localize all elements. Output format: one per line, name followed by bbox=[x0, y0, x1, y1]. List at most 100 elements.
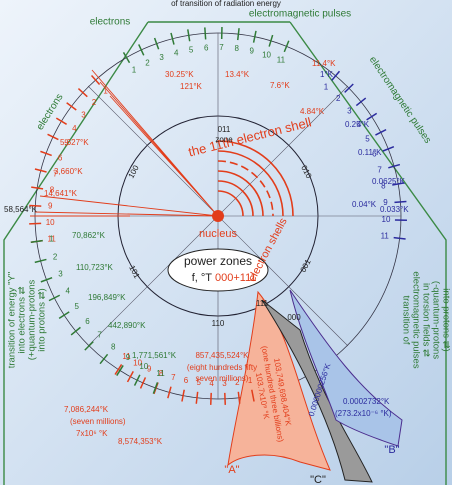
scale-label: 3 bbox=[58, 270, 63, 279]
scale-label: 11 bbox=[47, 234, 56, 243]
scale-label: 4 bbox=[72, 124, 77, 133]
scale-tick bbox=[48, 294, 61, 302]
temp: 7x10⁶ °K bbox=[76, 429, 108, 438]
scale-label: 4 bbox=[357, 120, 362, 129]
temp: 70,862°K bbox=[72, 231, 106, 240]
temp: (eight hundreds fifty bbox=[187, 363, 257, 372]
scale-label: 1 bbox=[103, 86, 108, 95]
zone: zone bbox=[215, 135, 233, 144]
scale-tick bbox=[181, 389, 185, 402]
scale-label: 7 bbox=[171, 373, 176, 382]
scale-tick bbox=[138, 44, 145, 56]
scale-tick bbox=[139, 377, 147, 389]
temp: 121°K bbox=[180, 82, 203, 91]
scale-tick bbox=[268, 34, 274, 47]
temp: 442,890°K bbox=[108, 321, 146, 330]
side-text-line: (+quantum-protons bbox=[27, 279, 38, 360]
scale-label: 7 bbox=[53, 169, 58, 178]
scale-tick bbox=[251, 389, 255, 402]
scale-tick bbox=[375, 128, 387, 136]
scale-tick bbox=[236, 28, 240, 41]
scale-tick bbox=[34, 168, 47, 173]
side-text-line: in torsion fields ⇄ bbox=[420, 283, 431, 357]
temp: 30.25°K bbox=[165, 70, 194, 79]
temp: 3,660°K bbox=[54, 167, 83, 176]
scale-tick bbox=[66, 102, 77, 111]
scale-label: 7 bbox=[219, 43, 224, 52]
scale-label: 6 bbox=[372, 150, 377, 159]
scale-label: 3 bbox=[159, 53, 164, 62]
scale-tick bbox=[126, 371, 134, 383]
temp: 7,086,244°K bbox=[64, 405, 109, 414]
right-text: transition of electromagnetic pulses in to… bbox=[400, 271, 451, 368]
scale-label: 5 bbox=[189, 45, 194, 54]
scale-tick bbox=[47, 133, 59, 141]
temp: 1°K bbox=[320, 70, 334, 79]
scale-label: 4 bbox=[66, 286, 71, 295]
scale-label: 8 bbox=[381, 182, 386, 191]
scale-label: 3 bbox=[81, 110, 86, 119]
scale-tick bbox=[355, 97, 367, 107]
scale-label: 6 bbox=[58, 154, 63, 163]
scale-tick bbox=[392, 182, 405, 186]
scale-label: 8 bbox=[111, 342, 116, 351]
temp: 110,723°K bbox=[76, 263, 114, 272]
header: of transition of radiation energy bbox=[171, 0, 281, 8]
scale-label: 9 bbox=[48, 202, 53, 211]
scale-label: 5 bbox=[75, 302, 80, 311]
scale-tick bbox=[40, 150, 52, 157]
scale-label: 2 bbox=[53, 252, 58, 261]
temp: 8,574,353°K bbox=[118, 437, 163, 446]
scale-label: 6 bbox=[184, 376, 189, 385]
scale-label: 8 bbox=[235, 44, 240, 53]
zone: 111 bbox=[256, 299, 269, 308]
temp: 0.0625°K bbox=[372, 177, 406, 186]
scale-label: 2 bbox=[92, 98, 97, 107]
scale-tick bbox=[84, 341, 94, 351]
scale-label: 11 bbox=[381, 232, 390, 241]
electron-shells bbox=[30, 69, 294, 217]
temp: 0.033°K bbox=[380, 205, 409, 214]
scale-tick bbox=[283, 40, 290, 53]
scale-tick bbox=[152, 382, 159, 394]
shape-c bbox=[261, 299, 373, 483]
power-title: power zones bbox=[184, 254, 252, 268]
scale-label: 3 bbox=[347, 106, 352, 115]
scale-tick bbox=[153, 37, 160, 50]
scale-label: 2 bbox=[235, 378, 240, 387]
side-text-line: (-quantum-protons bbox=[430, 281, 441, 359]
side-label: electrons bbox=[90, 17, 131, 28]
temp: 7.6°K bbox=[270, 81, 290, 90]
temp: 58,564°K bbox=[4, 205, 38, 214]
temp: 0.0002732°K bbox=[343, 397, 390, 406]
zone: 110 bbox=[212, 319, 225, 328]
power-f: f, °T bbox=[192, 272, 213, 284]
side-text-line: transition of energy "Y" bbox=[7, 272, 18, 369]
scale-tick bbox=[99, 353, 109, 365]
shape-b bbox=[289, 289, 403, 447]
scale-tick bbox=[344, 83, 354, 93]
shape-label: "C" bbox=[310, 474, 326, 485]
scale-tick bbox=[90, 75, 101, 85]
scale-tick bbox=[393, 236, 406, 240]
temp: 857,435,524°K bbox=[195, 351, 249, 360]
scale-tick bbox=[30, 239, 43, 244]
shape-a bbox=[227, 290, 331, 471]
scale-label: 2 bbox=[336, 94, 341, 103]
temp: (273.2x10⁻⁶ °K) bbox=[335, 409, 392, 418]
zone: 000 bbox=[287, 313, 301, 322]
scale-tick bbox=[237, 391, 241, 404]
temp: 13.4°K bbox=[225, 70, 250, 79]
side-label: electromagnetic pulses bbox=[249, 9, 351, 20]
side-text-line: into protons ⇄) bbox=[37, 288, 48, 351]
scale-tick bbox=[58, 311, 70, 320]
scale-tick bbox=[70, 326, 81, 336]
scale-label: 4 bbox=[209, 379, 214, 388]
scale-label: 4 bbox=[174, 48, 179, 57]
scale-label: 7 bbox=[377, 165, 382, 174]
scale-tick bbox=[331, 70, 341, 81]
side-text-line: into electrons ⇄ bbox=[17, 286, 28, 353]
scale-label: 10 bbox=[133, 359, 142, 368]
scale-tick bbox=[388, 163, 401, 169]
